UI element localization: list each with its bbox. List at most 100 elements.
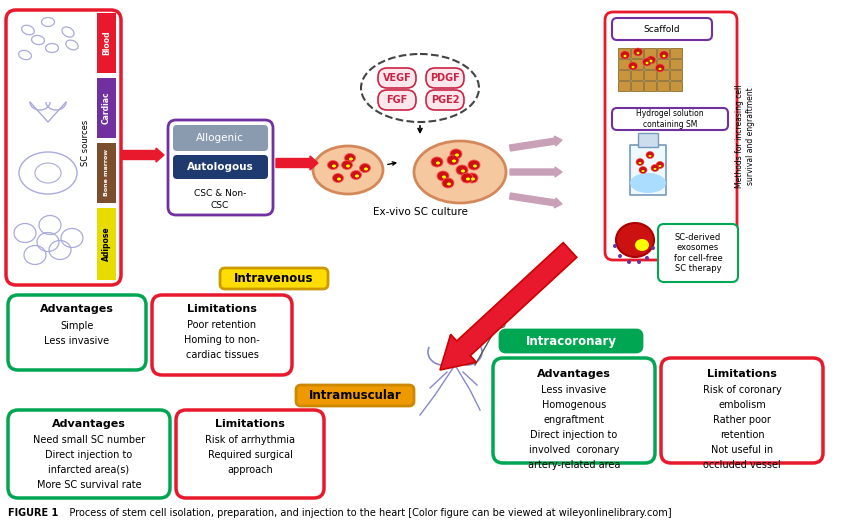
Ellipse shape [620,51,630,59]
Text: Direct injection to: Direct injection to [530,430,618,440]
Text: Less invasive: Less invasive [44,336,110,346]
Ellipse shape [456,165,468,175]
Ellipse shape [471,177,475,181]
Text: Ex-vivo SC culture: Ex-vivo SC culture [372,207,467,217]
Text: Advantages: Advantages [40,304,114,314]
Bar [644,48,656,58]
Ellipse shape [635,239,649,251]
FancyBboxPatch shape [8,295,146,370]
Bar [631,59,643,69]
Ellipse shape [641,170,645,172]
Ellipse shape [351,171,361,180]
FancyBboxPatch shape [173,155,268,179]
Ellipse shape [468,160,480,170]
Ellipse shape [341,160,353,170]
Ellipse shape [414,141,506,203]
FancyBboxPatch shape [500,330,642,352]
Text: Poor retention: Poor retention [187,320,257,330]
Text: Intravenous: Intravenous [234,272,314,285]
Text: artery-related area: artery-related area [528,460,620,470]
Ellipse shape [447,183,451,185]
Ellipse shape [461,173,473,183]
FancyArrow shape [122,148,164,162]
Bar [657,59,669,69]
Ellipse shape [645,256,649,260]
Text: PGE2: PGE2 [431,95,460,105]
Text: Allogenic: Allogenic [196,133,244,143]
FancyBboxPatch shape [176,410,324,498]
Bar [644,81,656,91]
Text: engraftment: engraftment [543,415,605,425]
Bar [631,48,643,58]
Text: Direct injection to: Direct injection to [46,450,133,460]
Text: Advantages: Advantages [52,419,126,429]
Ellipse shape [618,254,622,258]
Ellipse shape [663,55,665,57]
Ellipse shape [653,168,657,170]
Text: Advantages: Advantages [537,369,611,379]
Ellipse shape [345,153,355,162]
Bar [618,59,630,69]
Text: retention: retention [720,430,765,440]
Bar [670,59,682,69]
Text: Limitations: Limitations [215,419,285,429]
Text: Intracoronary: Intracoronary [525,335,617,348]
Text: CSC & Non-: CSC & Non- [194,188,246,197]
Ellipse shape [461,170,465,172]
Ellipse shape [442,178,454,188]
Ellipse shape [355,174,359,177]
Ellipse shape [627,260,631,264]
Bar [670,48,682,58]
Text: Bone marrow: Bone marrow [104,149,109,196]
Text: More SC survival rate: More SC survival rate [36,480,142,490]
Text: approach: approach [227,465,273,475]
Ellipse shape [447,155,459,165]
Ellipse shape [643,58,651,66]
FancyBboxPatch shape [296,385,414,406]
FancyArrow shape [510,193,562,208]
FancyBboxPatch shape [426,90,464,110]
Text: VEGF: VEGF [383,73,411,83]
Ellipse shape [359,163,371,172]
Ellipse shape [437,171,449,181]
Text: Simple: Simple [60,321,93,331]
FancyBboxPatch shape [658,224,738,282]
Ellipse shape [495,322,505,328]
FancyBboxPatch shape [612,108,728,130]
Text: Intramuscular: Intramuscular [308,389,402,402]
FancyBboxPatch shape [605,12,737,260]
Text: occluded vessel: occluded vessel [703,460,781,470]
Bar [670,81,682,91]
Text: involved  coronary: involved coronary [529,445,619,455]
Ellipse shape [473,164,477,168]
Ellipse shape [649,155,651,157]
Ellipse shape [450,149,462,159]
Ellipse shape [646,56,656,64]
Ellipse shape [632,66,634,68]
FancyBboxPatch shape [493,358,655,463]
Text: Homogenous: Homogenous [542,400,607,410]
Bar [638,133,658,147]
Ellipse shape [466,173,478,183]
Bar [657,81,669,91]
FancyArrow shape [440,243,577,370]
Ellipse shape [431,157,443,167]
Ellipse shape [337,177,341,181]
FancyBboxPatch shape [661,358,823,463]
FancyArrow shape [276,156,318,170]
Ellipse shape [313,146,383,194]
Text: Adipose: Adipose [102,227,111,262]
Text: Risk of coronary: Risk of coronary [702,385,781,395]
Bar [618,70,630,80]
Bar [670,70,682,80]
Ellipse shape [349,158,353,160]
FancyBboxPatch shape [378,90,416,110]
Text: Need small SC number: Need small SC number [33,435,145,445]
Text: Autologous: Autologous [187,162,253,172]
Text: Methods for increasing cell
survival and engraftment: Methods for increasing cell survival and… [735,84,754,188]
Text: Blood: Blood [102,31,111,55]
Bar [618,48,630,58]
FancyBboxPatch shape [152,295,292,375]
Ellipse shape [332,164,336,168]
Text: embolism: embolism [718,400,766,410]
